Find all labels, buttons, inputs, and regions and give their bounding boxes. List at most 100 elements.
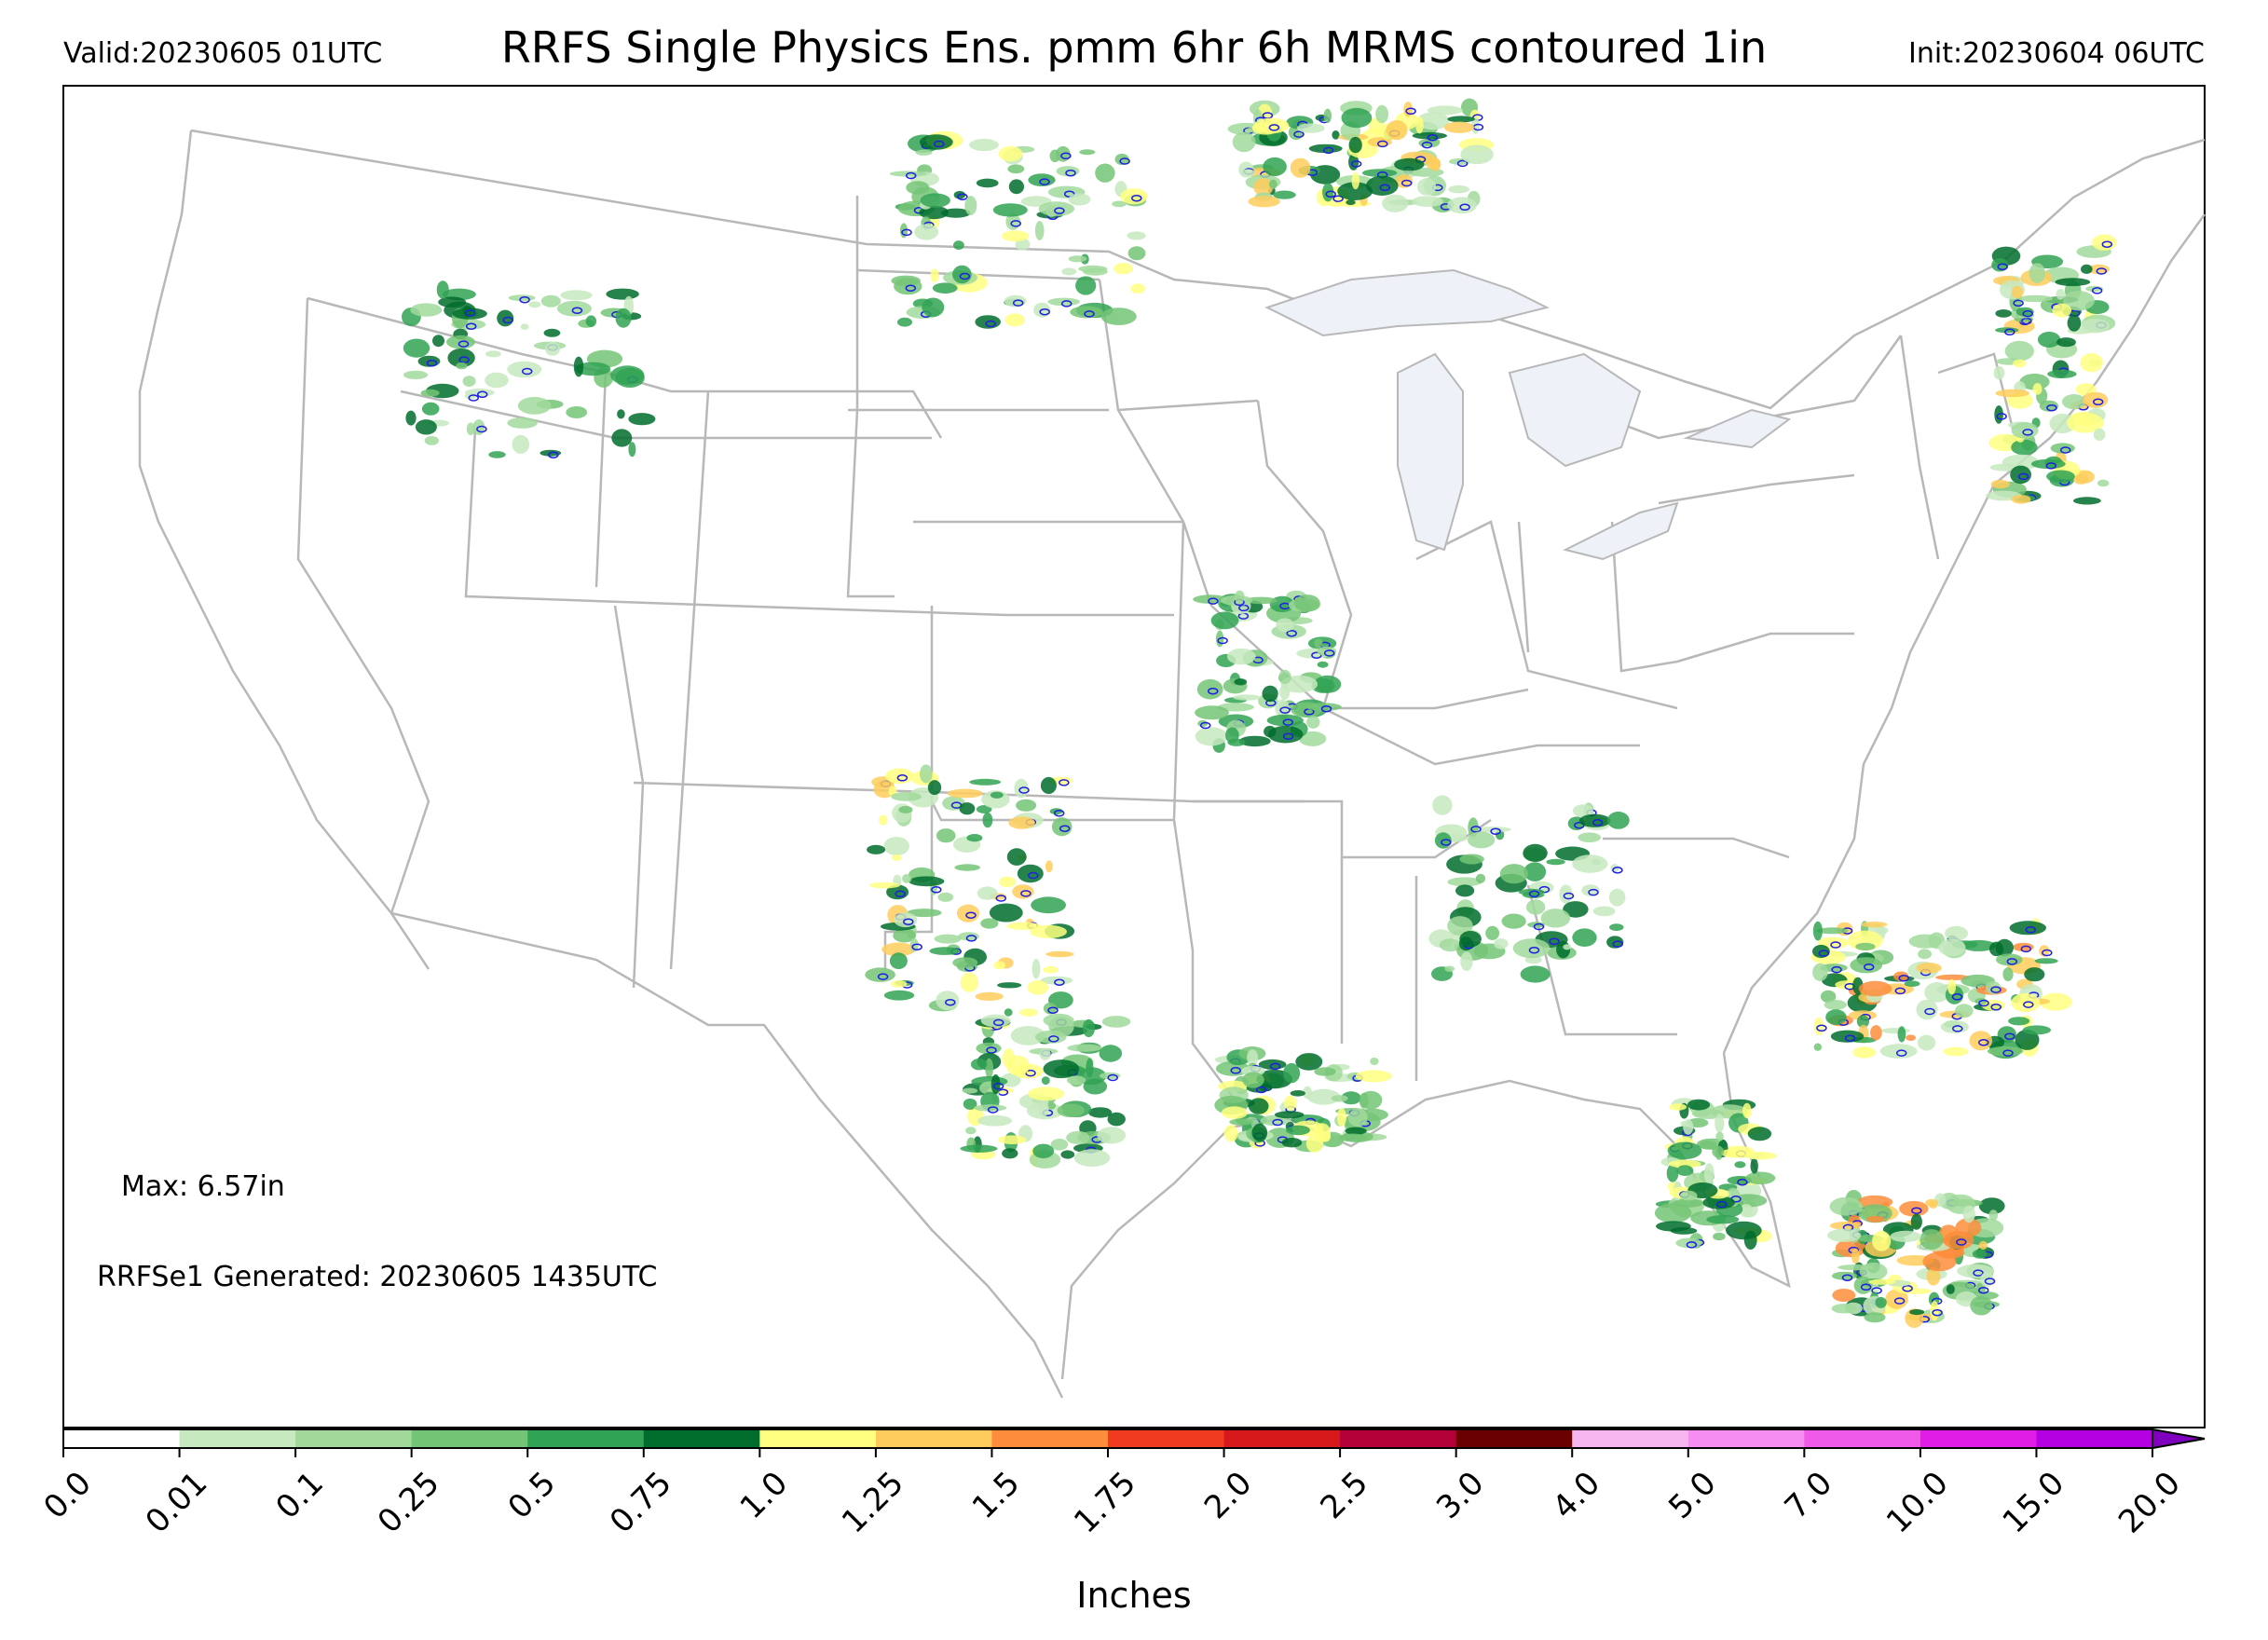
mrms-contour <box>521 367 533 376</box>
mrms-contour <box>1737 1178 1748 1186</box>
precip-cell <box>517 397 552 415</box>
precip-cell <box>1281 1138 1303 1148</box>
precip-cell <box>1045 860 1053 873</box>
colorbar-tick-label: 7.0 <box>1778 1465 1840 1527</box>
mrms-contour <box>1350 160 1362 168</box>
mrms-contour <box>1269 1062 1281 1071</box>
precip-cell <box>1050 1139 1069 1151</box>
precip-cell <box>1127 246 1146 261</box>
precip-cell <box>998 145 1023 162</box>
precip-cell <box>1311 678 1335 693</box>
precip-cell <box>1095 163 1115 183</box>
precip-cell <box>1924 1198 1939 1207</box>
colorbar-tick-label: 4.0 <box>1546 1465 1608 1527</box>
precip-cell <box>2063 291 2095 311</box>
precip-cell <box>962 1087 978 1094</box>
precip-cell <box>999 876 1017 888</box>
precip-cell <box>1872 1230 1892 1251</box>
precip-cell <box>1866 1215 1885 1223</box>
precip-cell <box>1082 1018 1095 1038</box>
precip-cell <box>560 290 593 301</box>
mrms-contour <box>1208 597 1219 605</box>
mrms-contour <box>2006 958 2018 965</box>
mrms-contour <box>458 356 470 363</box>
precip-cell <box>915 149 933 156</box>
precip-cell <box>2081 264 2093 274</box>
colorbar-tick-label: 15.0 <box>1996 1465 2072 1541</box>
mrms-contour <box>931 886 942 894</box>
mrms-contour <box>992 1082 1004 1090</box>
colorbar-tick-label: 2.5 <box>1313 1465 1375 1527</box>
precip-cell <box>1016 799 1037 812</box>
precip-cell <box>920 193 950 208</box>
precip-cell <box>2037 332 2061 348</box>
mrms-contour <box>1895 1049 1907 1057</box>
precip-cell <box>1520 965 1551 983</box>
precip-cell <box>2011 285 2024 299</box>
precip-cell <box>1083 1078 1108 1095</box>
precip-cell <box>1654 1203 1692 1223</box>
precip-cell <box>1274 1111 1305 1119</box>
mrms-contour <box>1199 721 1211 730</box>
precip-cell <box>929 947 961 955</box>
precip-cell <box>1068 255 1087 263</box>
precip-cell <box>1955 1004 1974 1018</box>
precip-cell <box>1382 194 1409 212</box>
precip-cell <box>1742 1102 1752 1119</box>
precip-cell <box>1247 1049 1259 1067</box>
mrms-contour <box>959 272 971 280</box>
mrms-contour <box>1973 1269 1984 1277</box>
precip-cell <box>1572 854 1608 873</box>
precip-cell <box>1394 157 1425 171</box>
precip-cell <box>1043 1059 1080 1079</box>
mrms-contour <box>1686 1241 1698 1249</box>
precip-cell <box>1432 795 1453 815</box>
precip-cell <box>1295 1053 1323 1071</box>
precip-cell <box>1485 925 1499 941</box>
mrms-contour <box>1841 1274 1853 1281</box>
colorbar-segment <box>295 1429 413 1448</box>
precip-cell <box>1572 928 1597 947</box>
precip-cell <box>1351 171 1360 190</box>
mrms-contour <box>1716 1200 1728 1209</box>
precip-cell <box>485 372 509 389</box>
precip-cell <box>891 792 922 801</box>
mrms-contour <box>1255 1086 1267 1094</box>
mrms-contour <box>1282 718 1294 726</box>
precip-cell <box>462 376 476 387</box>
mrms-contour <box>2021 317 2032 325</box>
precip-cell <box>1525 899 1546 915</box>
precip-cell <box>867 844 886 854</box>
precip-cell <box>1906 1034 1916 1041</box>
valid-time-label: Valid:20230605 01UTC <box>63 37 383 70</box>
precip-cell <box>1008 816 1035 829</box>
precip-cell <box>1824 1000 1847 1010</box>
precip-cell <box>883 837 909 855</box>
precip-cell <box>1032 1143 1055 1159</box>
colorbar-tick-label: 0.75 <box>603 1465 679 1541</box>
precip-cell <box>897 317 912 327</box>
precip-cell <box>1244 596 1277 605</box>
precip-cell <box>1962 1205 1975 1223</box>
precip-cell <box>566 406 588 418</box>
mrms-contour <box>1844 1034 1856 1042</box>
precip-cell <box>879 814 888 826</box>
precip-cell <box>1348 136 1362 154</box>
mrms-contour <box>1898 975 1909 982</box>
precip-cell <box>1034 221 1045 240</box>
mrms-contour <box>1107 1073 1118 1082</box>
precip-cell <box>1314 638 1323 649</box>
mrms-contour <box>1549 937 1560 946</box>
mrms-contour <box>1039 178 1050 185</box>
precip-cell <box>1572 804 1593 817</box>
precip-cell <box>512 434 530 454</box>
colorbar-tick-label: 3.0 <box>1429 1465 1492 1527</box>
colorbar-segment <box>1920 1429 2037 1448</box>
precip-cell <box>1355 1070 1392 1083</box>
mrms-contour <box>965 911 977 919</box>
precip-cell <box>1970 1295 1993 1316</box>
precip-cell <box>1299 731 1327 746</box>
mrms-contour <box>1272 1118 1283 1127</box>
mrms-contour <box>985 320 996 328</box>
precip-cell <box>977 886 998 900</box>
